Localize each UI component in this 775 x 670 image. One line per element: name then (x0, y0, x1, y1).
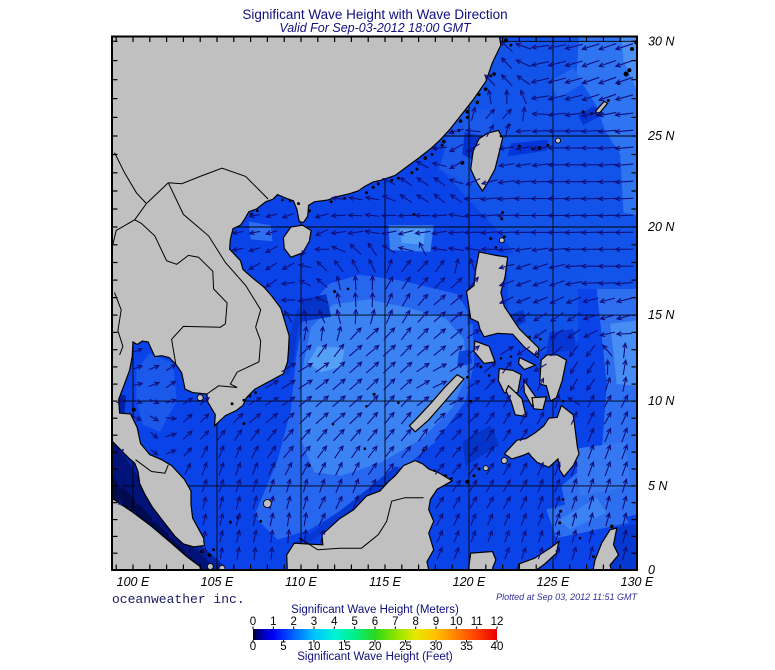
svg-text:Plotted at Sep 03, 2012 11:51: Plotted at Sep 03, 2012 11:51 GMT (496, 592, 638, 602)
svg-text:40: 40 (491, 641, 504, 653)
svg-text:25 N: 25 N (647, 129, 675, 143)
svg-text:115 E: 115 E (369, 575, 401, 589)
svg-text:4: 4 (331, 616, 338, 628)
svg-text:10: 10 (308, 641, 321, 653)
svg-text:15: 15 (338, 641, 351, 653)
svg-text:20: 20 (369, 641, 382, 653)
svg-text:Significant Wave Height (Meter: Significant Wave Height (Meters) (291, 604, 459, 616)
svg-text:12: 12 (491, 616, 504, 628)
svg-text:15 N: 15 N (648, 308, 675, 322)
svg-text:Significant Wave Height with W: Significant Wave Height with Wave Direct… (242, 7, 507, 22)
svg-text:10: 10 (450, 616, 463, 628)
svg-text:30 N: 30 N (648, 34, 675, 48)
svg-text:5 N: 5 N (648, 479, 668, 493)
svg-text:Significant Wave Height (Feet): Significant Wave Height (Feet) (297, 651, 453, 663)
svg-text:100 E: 100 E (117, 575, 150, 589)
svg-text:120 E: 120 E (453, 575, 486, 589)
svg-text:3: 3 (311, 616, 317, 628)
svg-text:25: 25 (399, 641, 412, 653)
svg-text:7: 7 (392, 616, 398, 628)
svg-text:11: 11 (471, 616, 483, 628)
svg-text:1: 1 (270, 616, 276, 628)
svg-text:0: 0 (648, 563, 655, 577)
svg-text:2: 2 (290, 616, 296, 628)
svg-text:110 E: 110 E (285, 575, 317, 589)
svg-text:0: 0 (250, 616, 256, 628)
svg-text:5: 5 (351, 616, 357, 628)
svg-text:105 E: 105 E (201, 575, 234, 589)
svg-text:30: 30 (430, 641, 443, 653)
svg-text:6: 6 (372, 616, 378, 628)
svg-text:130 E: 130 E (621, 575, 654, 589)
svg-text:20 N: 20 N (647, 220, 675, 234)
svg-text:Valid For Sep-03-2012 18:00 GM: Valid For Sep-03-2012 18:00 GMT (279, 21, 472, 35)
svg-text:oceanweather inc.: oceanweather inc. (112, 592, 245, 607)
svg-text:10 N: 10 N (648, 394, 675, 408)
svg-text:9: 9 (433, 616, 439, 628)
svg-text:5: 5 (280, 641, 286, 653)
svg-text:125 E: 125 E (537, 575, 570, 589)
svg-text:35: 35 (460, 641, 473, 653)
svg-text:8: 8 (412, 616, 418, 628)
svg-text:0: 0 (250, 641, 256, 653)
